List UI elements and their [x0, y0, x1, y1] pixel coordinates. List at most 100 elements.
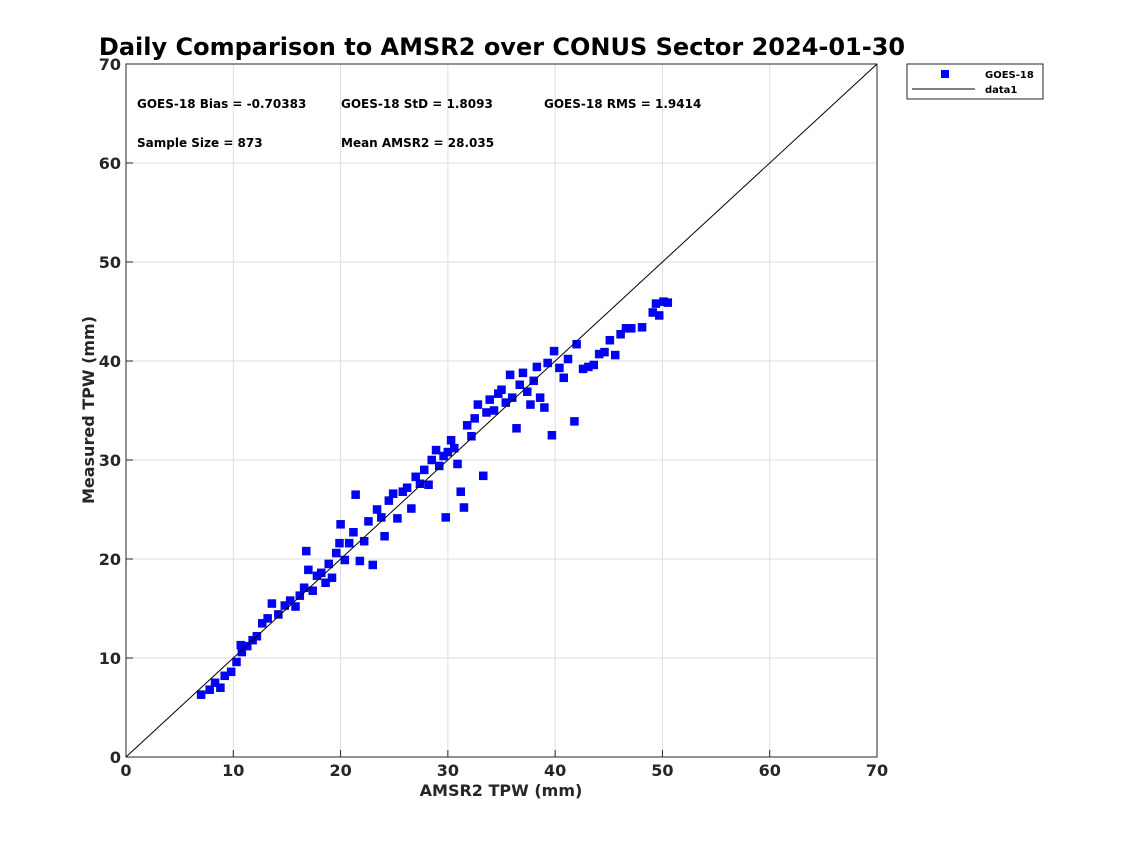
goes18-point — [327, 573, 337, 583]
y-tick-label: 10 — [99, 649, 121, 668]
goes18-point — [411, 472, 420, 482]
chart-title: Daily Comparison to AMSR2 over CONUS Sec… — [99, 33, 905, 61]
goes18-point — [549, 346, 559, 356]
goes18-point — [407, 504, 416, 513]
x-axis-label: AMSR2 TPW (mm) — [420, 781, 583, 800]
goes18-point — [532, 362, 542, 372]
stat-mean-amsr2: Mean AMSR2 = 28.035 — [341, 136, 494, 150]
goes18-point — [507, 393, 517, 402]
goes18-point — [377, 513, 386, 522]
legend: GOES-18 data1 — [906, 63, 1044, 100]
goes18-point — [563, 354, 573, 364]
y-tick-label: 70 — [99, 55, 121, 74]
goes18-point — [372, 505, 382, 514]
goes18-point — [456, 487, 465, 496]
x-tick-label: 40 — [544, 761, 566, 780]
x-tick-label: 20 — [329, 761, 351, 780]
goes18-point — [402, 483, 412, 492]
goes18-point — [616, 330, 625, 339]
stat-std: GOES-18 StD = 1.8093 — [341, 97, 493, 111]
goes18-point — [431, 445, 441, 455]
goes18-point — [467, 431, 476, 441]
goes18-point — [473, 400, 483, 409]
goes18-point — [572, 339, 581, 349]
goes18-point — [340, 555, 350, 565]
goes18-point — [515, 380, 524, 390]
legend-box — [906, 63, 1044, 100]
goes18-point — [482, 408, 491, 417]
goes18-point — [518, 368, 528, 378]
goes18-point — [654, 311, 664, 320]
goes18-point — [349, 528, 358, 537]
y-tick-label: 40 — [99, 352, 121, 371]
goes18-point — [242, 641, 252, 651]
goes18-point — [555, 363, 564, 373]
goes18-point — [324, 559, 334, 569]
goes18-point — [301, 546, 311, 556]
goes18-point — [420, 465, 429, 475]
goes18-point — [336, 520, 345, 529]
goes18-point — [453, 459, 462, 469]
goes18-point — [543, 358, 552, 368]
goes18-point — [232, 657, 241, 667]
goes18-point — [335, 538, 344, 548]
y-tick-label: 0 — [110, 748, 121, 767]
goes18-point — [505, 370, 515, 380]
goes18-point — [441, 513, 450, 522]
goes18-point — [380, 531, 389, 541]
goes18-point — [600, 347, 609, 357]
goes18-point — [285, 596, 295, 605]
goes18-point — [522, 387, 532, 396]
goes18-point — [351, 490, 360, 499]
goes18-point — [384, 496, 394, 505]
goes18-point — [637, 323, 647, 332]
legend-label-data1: data1 — [985, 85, 1017, 96]
goes18-point — [196, 690, 206, 699]
goes18-point — [263, 614, 272, 623]
goes18-point — [258, 619, 267, 628]
goes18-point — [450, 443, 459, 453]
goes18-point — [427, 455, 437, 465]
goes18-point — [415, 479, 425, 489]
goes18-point — [462, 421, 472, 430]
goes18-point — [497, 385, 506, 394]
goes18-point — [570, 417, 579, 426]
x-tick-label: 10 — [222, 761, 244, 780]
goes18-point — [605, 335, 615, 345]
legend-marker-goes18 — [941, 70, 949, 78]
stat-sample-size: Sample Size = 873 — [137, 136, 263, 150]
x-axis-ticks: 0 10 20 30 40 50 60 70 — [120, 750, 888, 780]
goes18-point — [226, 667, 236, 677]
goes18-point — [295, 591, 305, 600]
stats-annotations: GOES-18 Bias = -0.70383 GOES-18 StD = 1.… — [137, 97, 701, 150]
goes18-point — [304, 565, 313, 575]
data1-line — [125, 63, 878, 758]
x-tick-label: 30 — [437, 761, 459, 780]
goes18-point — [485, 395, 494, 404]
goes18-point — [435, 461, 444, 471]
goes18-point — [589, 360, 599, 370]
goes18-point — [559, 373, 568, 383]
y-tick-label: 50 — [99, 253, 121, 272]
plot-area: 0 10 20 30 40 50 60 70 0 10 20 30 40 50 60 70 — [99, 55, 888, 780]
goes18-point — [308, 586, 317, 595]
goes18-point — [547, 431, 557, 440]
goes18-point — [526, 400, 535, 409]
goes18-point — [359, 536, 369, 546]
goes18-point — [291, 602, 300, 611]
y-axis-label: Measured TPW (mm) — [79, 316, 98, 504]
legend-label-goes18: GOES-18 — [985, 70, 1034, 81]
scatter-points — [196, 297, 673, 699]
goes18-point — [216, 683, 225, 692]
goes18-point — [459, 503, 469, 512]
goes18-point — [344, 538, 354, 548]
goes18-point — [470, 414, 479, 423]
plot-frame — [125, 63, 878, 758]
goes18-point — [663, 298, 673, 307]
x-tick-label: 50 — [651, 761, 673, 780]
goes18-point — [535, 393, 545, 402]
goes18-point — [321, 578, 330, 588]
x-tick-label: 70 — [866, 761, 888, 780]
goes18-point — [388, 489, 398, 498]
